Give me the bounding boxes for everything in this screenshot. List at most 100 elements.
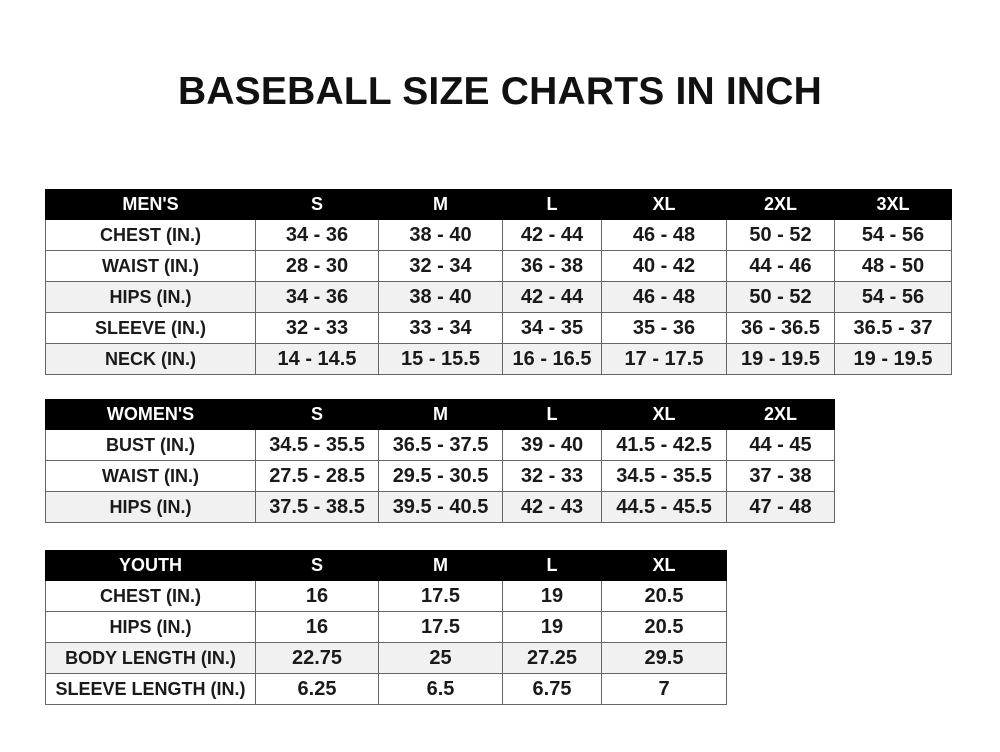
size-value: 29.5 - 30.5 xyxy=(378,460,503,492)
size-value: 44 - 46 xyxy=(726,250,835,282)
size-header: M xyxy=(378,189,503,220)
size-value: 44.5 - 45.5 xyxy=(601,491,727,523)
size-value: 34.5 - 35.5 xyxy=(255,429,379,461)
size-value: 32 - 33 xyxy=(255,312,379,344)
measurement-label: WAIST (IN.) xyxy=(45,460,256,492)
table-row: CHEST (IN.) 16 17.5 19 20.5 xyxy=(45,580,727,612)
size-value: 42 - 43 xyxy=(502,491,602,523)
size-header: L xyxy=(502,189,602,220)
size-value: 20.5 xyxy=(601,611,727,643)
size-header: M xyxy=(378,399,503,430)
measurement-label: CHEST (IN.) xyxy=(45,219,256,251)
table-header-row: YOUTH S M L XL xyxy=(45,550,727,581)
measurement-label: NECK (IN.) xyxy=(45,343,256,375)
size-value: 6.5 xyxy=(378,673,503,705)
table-row: WAIST (IN.) 28 - 30 32 - 34 36 - 38 40 - 42 4… xyxy=(45,250,952,282)
size-value: 7 xyxy=(601,673,727,705)
measurement-label: CHEST (IN.) xyxy=(45,580,256,612)
size-value: 36.5 - 37 xyxy=(834,312,952,344)
measurement-label: SLEEVE (IN.) xyxy=(45,312,256,344)
size-value: 20.5 xyxy=(601,580,727,612)
size-value: 35 - 36 xyxy=(601,312,727,344)
size-header: L xyxy=(502,550,602,581)
page-title: BASEBALL SIZE CHARTS IN INCH xyxy=(177,70,823,113)
size-value: 44 - 45 xyxy=(726,429,835,461)
size-value: 36.5 - 37.5 xyxy=(378,429,503,461)
measurement-label: HIPS (IN.) xyxy=(45,491,256,523)
size-value: 54 - 56 xyxy=(834,281,952,313)
size-value: 34 - 35 xyxy=(502,312,602,344)
size-value: 19 xyxy=(502,611,602,643)
table-header-row: MEN'S S M L XL 2XL 3XL xyxy=(45,189,952,220)
size-value: 36 - 38 xyxy=(502,250,602,282)
size-header: XL xyxy=(601,189,727,220)
size-value: 19 - 19.5 xyxy=(726,343,835,375)
table-row: WAIST (IN.) 27.5 - 28.5 29.5 - 30.5 32 - 33… xyxy=(45,460,835,492)
size-header: XL xyxy=(601,399,727,430)
measurement-label: BODY LENGTH (IN.) xyxy=(45,642,256,674)
category-header: MEN'S xyxy=(45,189,256,220)
size-value: 14 - 14.5 xyxy=(255,343,379,375)
size-header: M xyxy=(378,550,503,581)
table-row: BUST (IN.) 34.5 - 35.5 36.5 - 37.5 39 - 40 4… xyxy=(45,429,835,461)
size-value: 16 xyxy=(255,580,379,612)
table-row: HIPS (IN.) 16 17.5 19 20.5 xyxy=(45,611,727,643)
size-value: 42 - 44 xyxy=(502,219,602,251)
size-value: 19 xyxy=(502,580,602,612)
size-value: 37 - 38 xyxy=(726,460,835,492)
size-value: 16 - 16.5 xyxy=(502,343,602,375)
size-value: 17.5 xyxy=(378,580,503,612)
size-value: 54 - 56 xyxy=(834,219,952,251)
size-value: 38 - 40 xyxy=(378,219,503,251)
size-value: 34.5 - 35.5 xyxy=(601,460,727,492)
measurement-label: HIPS (IN.) xyxy=(45,281,256,313)
table-header-row: WOMEN'S S M L XL 2XL xyxy=(45,399,835,430)
measurement-label: WAIST (IN.) xyxy=(45,250,256,282)
womens-size-table: WOMEN'S S M L XL 2XL BUST (IN.) 34.5 - 35.5 36.5… xyxy=(45,399,835,523)
size-value: 50 - 52 xyxy=(726,281,835,313)
table-row: HIPS (IN.) 34 - 36 38 - 40 42 - 44 46 - 48 50… xyxy=(45,281,952,313)
size-header: 3XL xyxy=(834,189,952,220)
size-header: L xyxy=(502,399,602,430)
size-value: 42 - 44 xyxy=(502,281,602,313)
table-row: SLEEVE LENGTH (IN.) 6.25 6.5 6.75 7 xyxy=(45,673,727,705)
size-value: 40 - 42 xyxy=(601,250,727,282)
size-value: 22.75 xyxy=(255,642,379,674)
size-value: 50 - 52 xyxy=(726,219,835,251)
measurement-label: BUST (IN.) xyxy=(45,429,256,461)
size-value: 38 - 40 xyxy=(378,281,503,313)
size-value: 34 - 36 xyxy=(255,219,379,251)
size-value: 15 - 15.5 xyxy=(378,343,503,375)
size-value: 36 - 36.5 xyxy=(726,312,835,344)
size-value: 28 - 30 xyxy=(255,250,379,282)
table-row: CHEST (IN.) 34 - 36 38 - 40 42 - 44 46 - 48 5… xyxy=(45,219,952,251)
size-value: 32 - 34 xyxy=(378,250,503,282)
size-header: S xyxy=(255,189,379,220)
size-value: 47 - 48 xyxy=(726,491,835,523)
size-value: 19 - 19.5 xyxy=(834,343,952,375)
size-value: 39 - 40 xyxy=(502,429,602,461)
size-value: 6.75 xyxy=(502,673,602,705)
size-value: 46 - 48 xyxy=(601,219,727,251)
table-row: BODY LENGTH (IN.) 22.75 25 27.25 29.5 xyxy=(45,642,727,674)
size-value: 48 - 50 xyxy=(834,250,952,282)
size-header: S xyxy=(255,399,379,430)
size-value: 33 - 34 xyxy=(378,312,503,344)
size-value: 16 xyxy=(255,611,379,643)
size-value: 17 - 17.5 xyxy=(601,343,727,375)
size-value: 37.5 - 38.5 xyxy=(255,491,379,523)
size-value: 27.5 - 28.5 xyxy=(255,460,379,492)
size-header: 2XL xyxy=(726,189,835,220)
mens-size-table: MEN'S S M L XL 2XL 3XL CHEST (IN.) 34 - 36 38 - 4… xyxy=(45,189,952,375)
size-header: 2XL xyxy=(726,399,835,430)
size-value: 6.25 xyxy=(255,673,379,705)
size-value: 32 - 33 xyxy=(502,460,602,492)
table-row: HIPS (IN.) 37.5 - 38.5 39.5 - 40.5 42 - 43 4… xyxy=(45,491,835,523)
size-value: 41.5 - 42.5 xyxy=(601,429,727,461)
table-row: NECK (IN.) 14 - 14.5 15 - 15.5 16 - 16.5 17 … xyxy=(45,343,952,375)
size-value: 29.5 xyxy=(601,642,727,674)
measurement-label: SLEEVE LENGTH (IN.) xyxy=(45,673,256,705)
size-value: 34 - 36 xyxy=(255,281,379,313)
youth-size-table: YOUTH S M L XL CHEST (IN.) 16 17.5 19 20.5 HIPS (I… xyxy=(45,550,727,705)
size-value: 27.25 xyxy=(502,642,602,674)
